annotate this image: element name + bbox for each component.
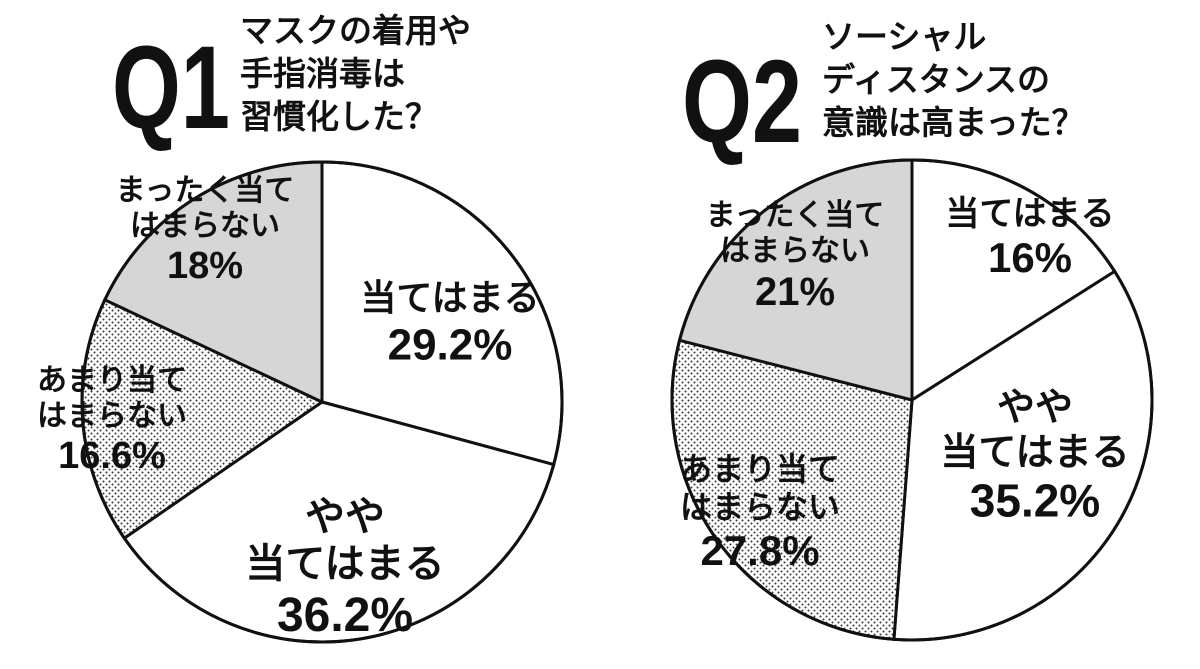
chart-2-slice-3-label-line-1: あまり当て [680, 450, 840, 488]
chart-2-pie: 当てはまる16%やや当てはまる35.2%あまり当てはまらない27.8%まったく当… [670, 158, 1154, 642]
chart-1-title-line-1: マスクの着用や [240, 11, 471, 50]
chart-2-question-number: Q2 [682, 36, 802, 168]
chart-1-slice-2-label-line-2: 当てはまる [245, 541, 444, 587]
chart-1-header: Q1 マスクの着用や 手指消毒は 習慣化した？ [112, 11, 471, 154]
chart-1-outline [80, 160, 564, 644]
chart-1-slice-3-label-line-1: あまり当て [37, 363, 187, 398]
chart-1-slice-3-value: 16.6% [58, 435, 166, 477]
chart-1-title-line-2: 手指消毒は [240, 54, 405, 93]
chart-2-slice-2-label-line-1: やや [997, 385, 1073, 429]
chart-1-slice-4-label-line-1: まったく当て [116, 173, 295, 208]
chart-2-slice-2-value: 35.2% [970, 474, 1100, 526]
chart-2-title-line-1: ソーシャル [822, 17, 986, 56]
chart-2-slice-1-value: 16% [988, 234, 1072, 281]
chart-2-slice-4-value: 21% [755, 270, 835, 314]
chart-1-pie: 当てはまる29.2%やや当てはまる36.2%あまり当てはまらない16.6%まった… [37, 160, 564, 644]
chart-1-title-line-3: 習慣化した？ [240, 97, 438, 136]
chart-1-question-number: Q1 [112, 22, 230, 154]
chart-1-slice-2-label-line-1: やや [305, 494, 385, 540]
chart-2-header: Q2 ソーシャル ディスタンスの 意識は高まった？ [682, 17, 1085, 168]
chart-1-slice-4-label-line-2: はまらない [130, 208, 280, 243]
chart-1-slice-1-label-line-1: 当てはまる [360, 278, 539, 319]
chart-2-slice-1-label-line-1: 当てはまる [945, 194, 1114, 234]
chart-1-slice-2-value: 36.2% [277, 589, 413, 642]
chart-1-slice-3-label-line-2: はまらない [37, 398, 187, 433]
chart-2-slice-3-label-line-2: はまらない [680, 488, 840, 526]
chart-2-title-line-2: ディスタンスの [822, 60, 1050, 99]
chart-2-slice-2-label-line-2: 当てはまる [940, 430, 1129, 474]
chart-2-slice-3-value: 27.8% [700, 527, 819, 574]
chart-1-slice-1-value: 29.2% [388, 320, 513, 369]
chart-2-slice-4-label-line-1: まったく当て [706, 198, 885, 233]
chart-2-slice-4-label-line-2: はまらない [720, 233, 870, 268]
chart-2-outline [670, 158, 1154, 642]
chart-2-title-line-3: 意識は高まった？ [822, 103, 1085, 142]
chart-1-slice-4-value: 18% [167, 245, 243, 287]
